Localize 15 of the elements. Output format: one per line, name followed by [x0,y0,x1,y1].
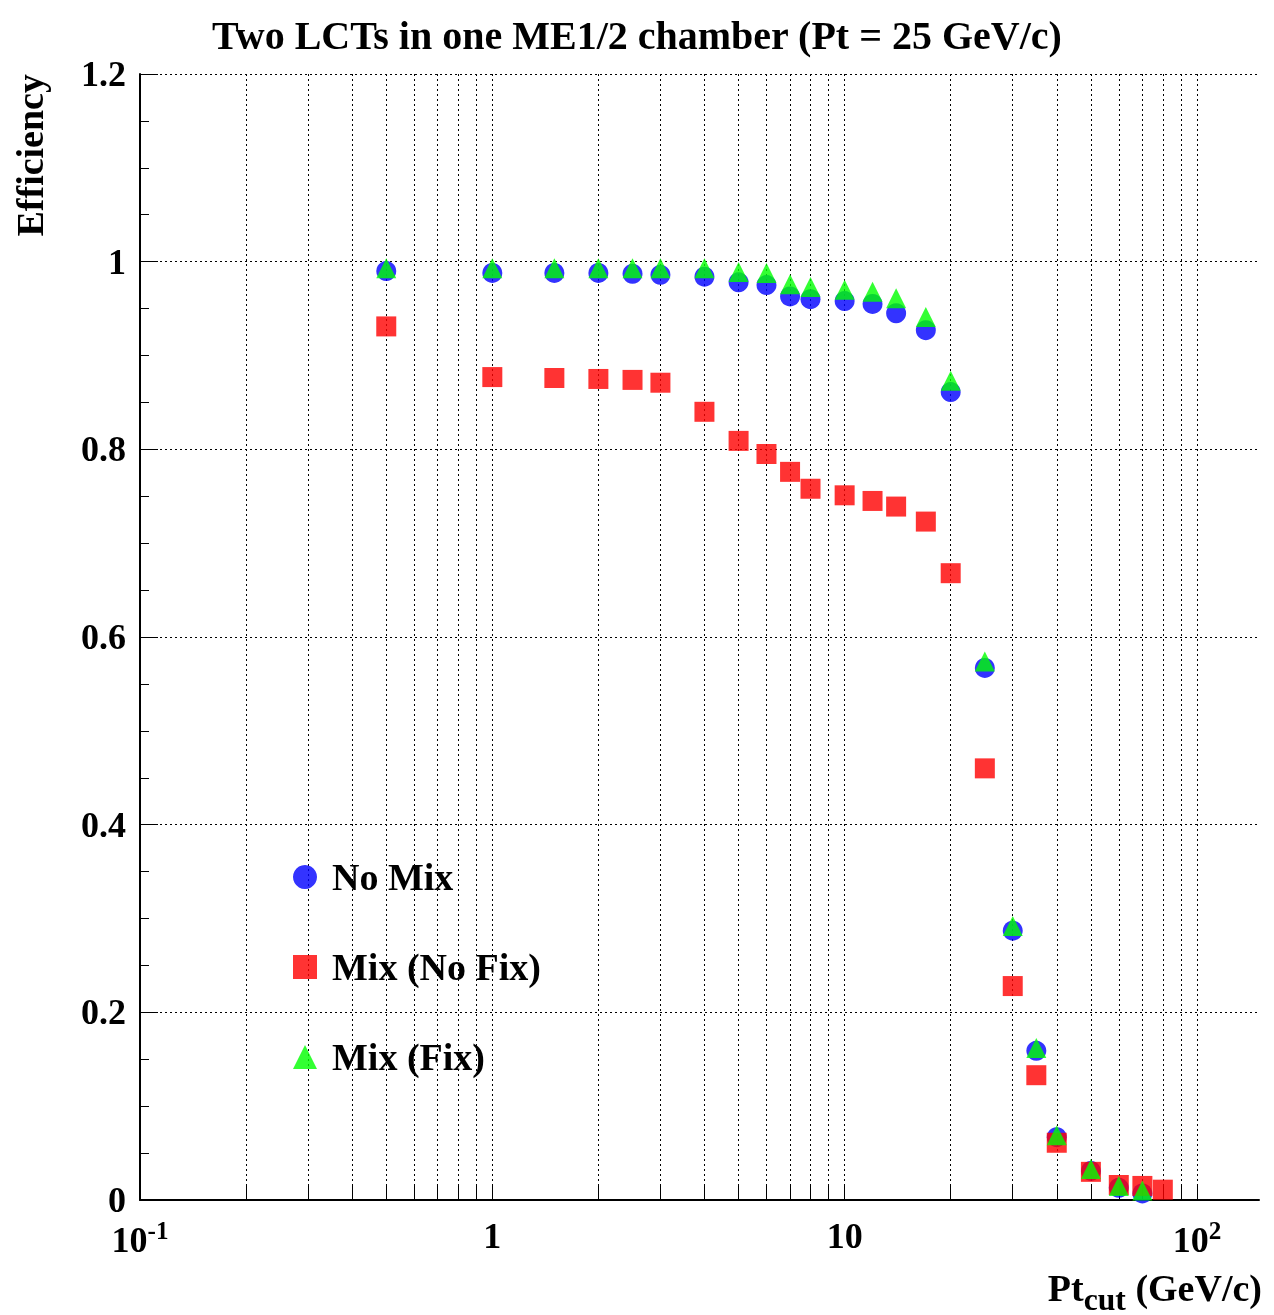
x-tick-label: 1 [483,1216,502,1256]
x-tick-label: 10 [826,1216,863,1256]
y-tick-label: 0.8 [81,429,126,470]
chart-title: Two LCTs in one ME1/2 chamber (Pt = 25 GeV/c) [212,12,1062,58]
x-axis-title: Pt$_{cut}$ (GeV/c) [1047,1266,1262,1315]
legend-label: No Mix [332,856,454,898]
legend-label: Mix (Fix) [332,1036,486,1079]
y-tick-label: 1 [108,241,126,282]
y-tick-label: 0.4 [81,804,126,845]
y-axis-title: Efficiency [8,74,52,237]
y-tick-label: 0 [108,1180,126,1220]
y-tick-label: 0.2 [81,992,126,1033]
y-tick-label: 1.2 [81,54,126,94]
y-tick-label: 0.6 [81,617,126,657]
legend-label: Mix (No Fix) [332,946,541,989]
